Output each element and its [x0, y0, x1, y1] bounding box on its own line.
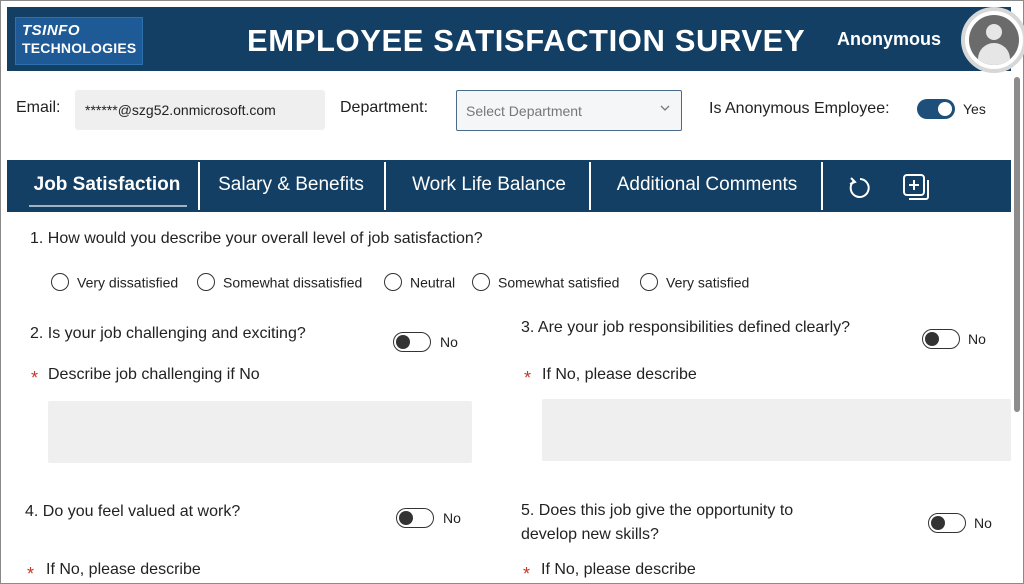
company-logo: TSINFO TECHNOLOGIES [15, 17, 143, 65]
radio-neutral[interactable]: Neutral [384, 273, 455, 295]
tab-salary-benefits[interactable]: Salary & Benefits [218, 174, 364, 195]
anonymous-toggle-value: Yes [963, 101, 986, 117]
logo-line2: TECHNOLOGIES [22, 40, 137, 56]
q5-toggle-value: No [974, 515, 992, 531]
tab-bar: Job Satisfaction Salary & Benefits Work … [7, 160, 1011, 212]
required-mark: * [31, 368, 39, 388]
user-label: Anonymous [837, 29, 942, 49]
tab-job-satisfaction[interactable]: Job Satisfaction [33, 174, 181, 195]
tab-work-life-balance[interactable]: Work Life Balance [412, 174, 566, 195]
add-copy-icon[interactable] [901, 172, 931, 202]
header-bar: TSINFO TECHNOLOGIES EMPLOYEE SATISFACTIO… [7, 7, 1024, 73]
q2-toggle[interactable] [393, 332, 431, 352]
radio-very-dissatisfied[interactable]: Very dissatisfied [51, 273, 178, 295]
radio-somewhat-satisfied[interactable]: Somewhat satisfied [472, 273, 619, 295]
department-placeholder: Select Department [466, 103, 582, 119]
page-title: EMPLOYEE SATISFACTION SURVEY [247, 23, 806, 58]
chevron-down-icon [660, 105, 670, 111]
scrollbar-thumb[interactable] [1014, 77, 1020, 412]
q4-toggle[interactable] [396, 508, 434, 528]
email-field[interactable]: ******@szg52.onmicrosoft.com [75, 90, 325, 130]
anonymous-label: Is Anonymous Employee: [709, 100, 890, 117]
q3-toggle-value: No [968, 331, 986, 347]
required-mark: * [523, 564, 531, 584]
email-label: Email: [16, 99, 61, 116]
question-5-line1: 5. Does this job give the opportunity to [521, 502, 794, 519]
q2-toggle-value: No [440, 334, 458, 350]
q2-describe-label: Describe job challenging if No [48, 366, 260, 383]
q2-describe-input[interactable] [48, 401, 472, 463]
vertical-scrollbar[interactable] [1013, 77, 1021, 577]
question-1: 1. How would you describe your overall l… [30, 230, 483, 247]
reset-icon[interactable] [845, 172, 875, 202]
q3-describe-input[interactable] [542, 399, 1011, 461]
department-dropdown[interactable]: Select Department [456, 90, 682, 131]
q5-toggle[interactable] [928, 513, 966, 533]
active-tab-indicator [29, 205, 187, 207]
q3-describe-label: If No, please describe [542, 366, 697, 383]
question-3: 3. Are your job responsibilities defined… [521, 319, 851, 336]
q4-toggle-value: No [443, 510, 461, 526]
q5-describe-label: If No, please describe [541, 561, 696, 578]
required-mark: * [524, 368, 532, 388]
question-2: 2. Is your job challenging and exciting? [30, 325, 306, 342]
required-mark: * [27, 564, 35, 584]
radio-very-satisfied[interactable]: Very satisfied [640, 273, 749, 295]
question-5-line2: develop new skills? [521, 526, 659, 543]
tab-additional-comments[interactable]: Additional Comments [616, 174, 798, 195]
radio-somewhat-dissatisfied[interactable]: Somewhat dissatisfied [197, 273, 362, 295]
logo-line1: TSINFO [22, 22, 80, 39]
q3-toggle[interactable] [922, 329, 960, 349]
department-label: Department: [340, 99, 429, 116]
user-avatar-icon[interactable] [961, 7, 1024, 73]
q4-describe-label: If No, please describe [46, 561, 201, 578]
question-4: 4. Do you feel valued at work? [25, 503, 241, 520]
anonymous-toggle[interactable] [917, 99, 955, 119]
